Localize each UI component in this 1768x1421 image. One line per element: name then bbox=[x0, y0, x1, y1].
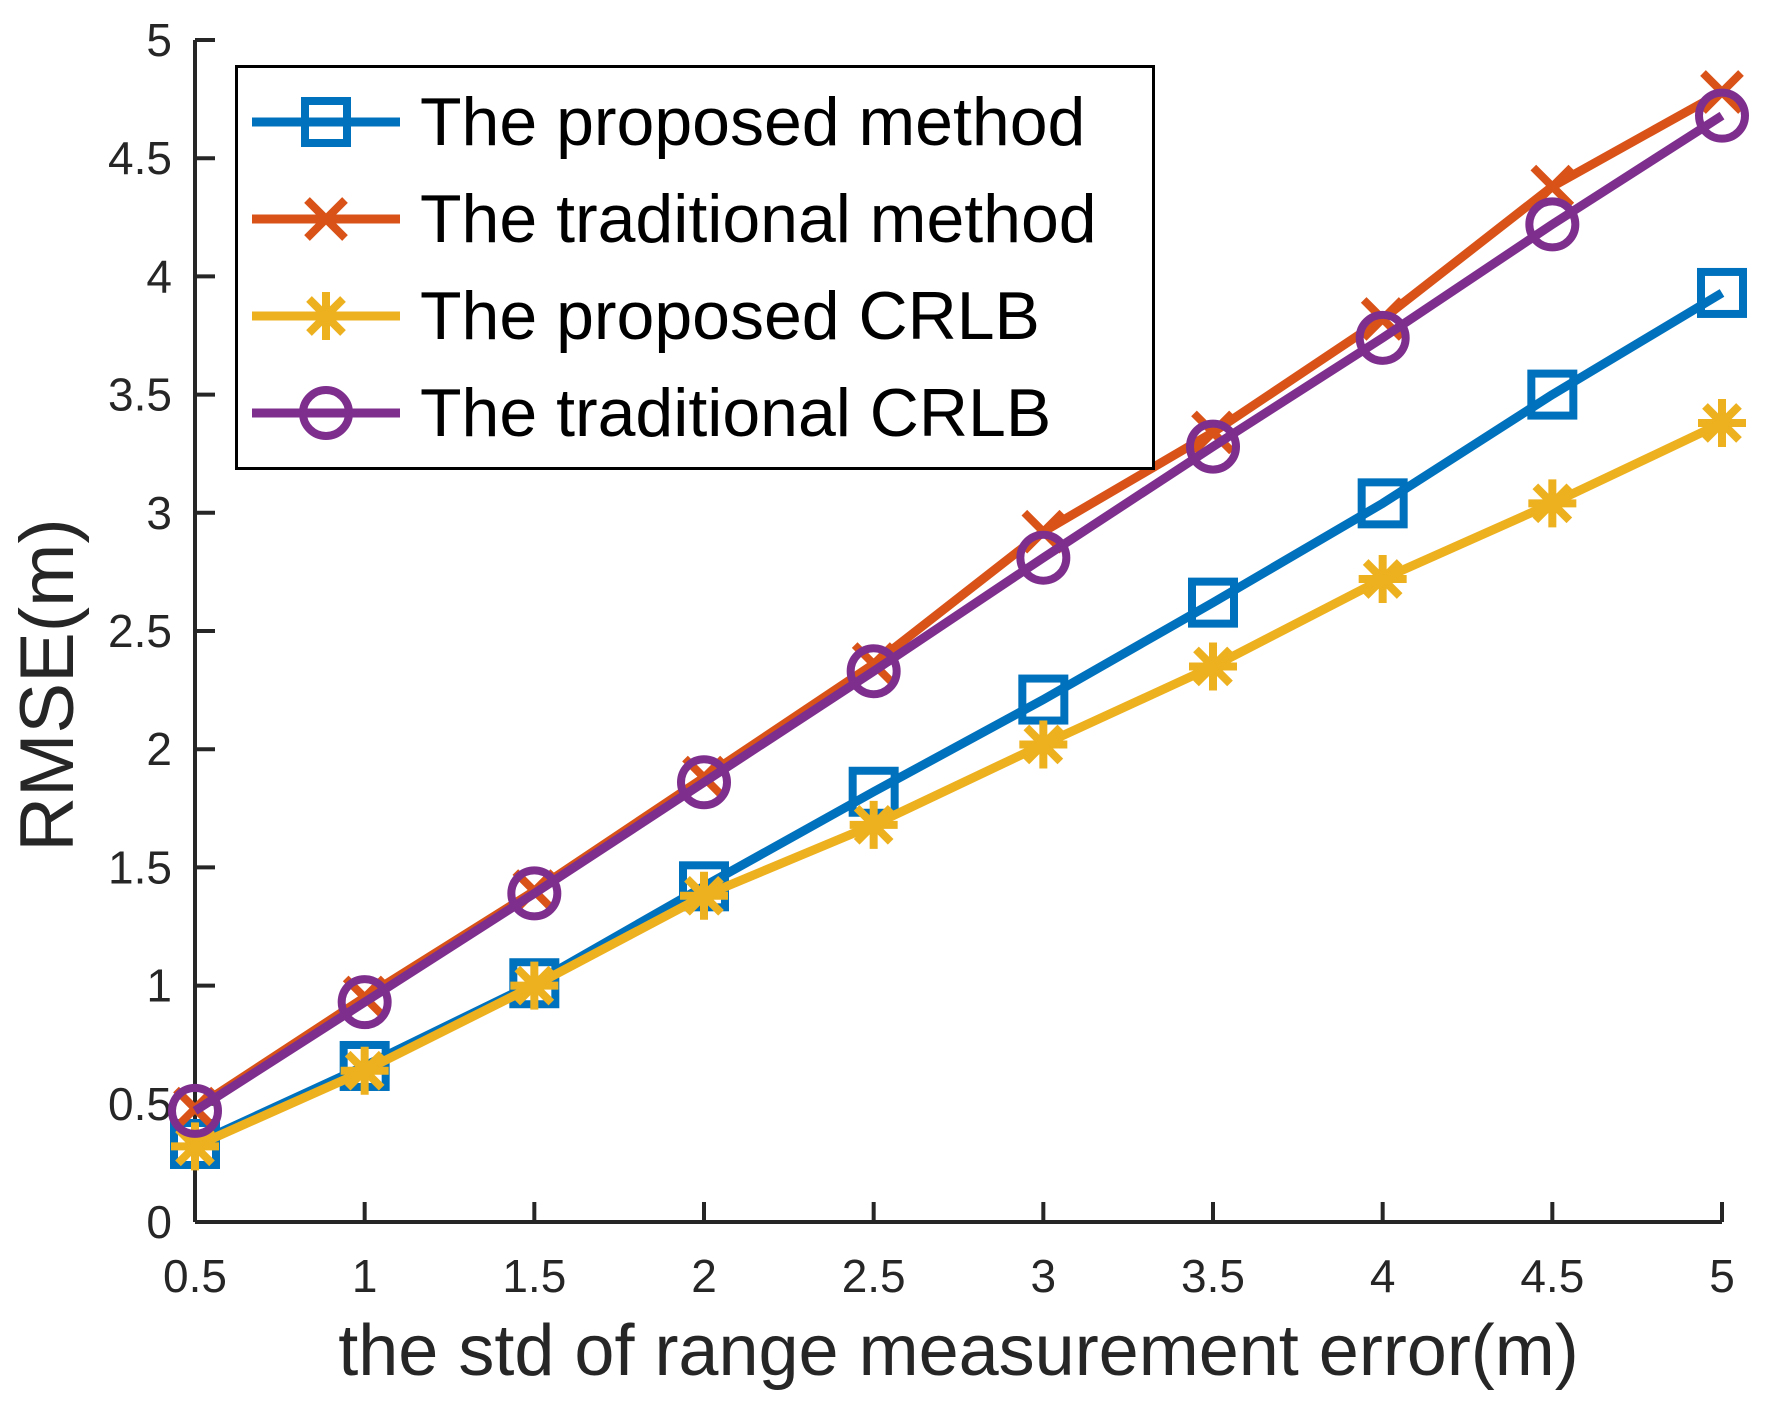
legend-label: The traditional CRLB bbox=[420, 374, 1052, 451]
asterisk-marker bbox=[680, 871, 728, 920]
x-tick-label: 5 bbox=[1709, 1250, 1735, 1302]
asterisk-marker bbox=[171, 1122, 219, 1171]
x-tick-label: 1 bbox=[352, 1250, 378, 1302]
x-tick-label: 4 bbox=[1370, 1250, 1396, 1302]
x-axis-label: the std of range measurement error(m) bbox=[338, 1311, 1579, 1391]
x-marker bbox=[304, 197, 348, 241]
asterisk-marker bbox=[1698, 398, 1746, 447]
circle-marker bbox=[1186, 419, 1240, 474]
x-tick-label: 3.5 bbox=[1181, 1250, 1245, 1302]
series-line-3 bbox=[192, 111, 1725, 1115]
circle-marker bbox=[1016, 530, 1071, 585]
legend-label: The traditional method bbox=[420, 181, 1097, 258]
circle-marker bbox=[677, 755, 731, 810]
legend-label: The proposed method bbox=[420, 84, 1086, 161]
circle-marker bbox=[846, 644, 901, 699]
asterisk-marker bbox=[510, 961, 559, 1010]
square-marker bbox=[1697, 267, 1747, 318]
legend-label: The proposed CRLB bbox=[420, 277, 1040, 354]
legend-item-2: The proposed CRLB bbox=[246, 270, 1152, 362]
x-tick-label: 4.5 bbox=[1520, 1250, 1584, 1302]
y-tick-label: 3 bbox=[146, 487, 172, 539]
x-tick-label: 2.5 bbox=[842, 1250, 906, 1302]
y-tick-label: 4 bbox=[146, 250, 172, 302]
square-marker bbox=[1527, 369, 1578, 420]
asterisk-marker bbox=[340, 1046, 389, 1095]
y-axis-label: RMSE(m) bbox=[5, 518, 90, 852]
square-marker bbox=[301, 97, 351, 148]
asterisk-marker bbox=[1019, 720, 1068, 769]
y-tick-label: 3.5 bbox=[108, 369, 172, 421]
circle-marker bbox=[337, 975, 392, 1030]
y-tick-label: 2.5 bbox=[108, 605, 172, 657]
y-tick-label: 5 bbox=[146, 14, 172, 66]
x-tick-label: 1.5 bbox=[502, 1250, 566, 1302]
legend-line-sample bbox=[252, 97, 400, 148]
y-tick-label: 0 bbox=[146, 1196, 172, 1248]
legend-item-3: The traditional CRLB bbox=[246, 367, 1152, 459]
x-tick-label: 3 bbox=[1031, 1250, 1057, 1302]
circle-marker bbox=[1355, 310, 1410, 365]
legend-item-0: The proposed method bbox=[246, 76, 1152, 168]
circle-marker bbox=[299, 385, 353, 440]
x-tick-label: 0.5 bbox=[163, 1250, 227, 1302]
square-marker bbox=[1357, 478, 1408, 529]
asterisk-marker bbox=[302, 291, 350, 340]
asterisk-marker bbox=[1358, 554, 1407, 603]
circle-marker bbox=[507, 866, 562, 921]
circle-marker bbox=[168, 1083, 222, 1138]
y-tick-label: 1 bbox=[146, 960, 172, 1012]
legend-line-sample bbox=[252, 291, 400, 340]
x-marker bbox=[1191, 410, 1235, 455]
asterisk-marker bbox=[849, 800, 898, 849]
circle-marker bbox=[1525, 197, 1580, 252]
circle-marker bbox=[1695, 88, 1749, 143]
legend-item-1: The traditional method bbox=[246, 173, 1152, 265]
series-line-2 bbox=[193, 418, 1724, 1151]
y-tick-label: 1.5 bbox=[108, 841, 172, 893]
asterisk-marker bbox=[1189, 642, 1237, 691]
x-tick-label: 2 bbox=[691, 1250, 717, 1302]
legend-line-sample bbox=[252, 197, 400, 241]
square-marker bbox=[1188, 577, 1238, 628]
legend-line-sample bbox=[252, 385, 400, 440]
y-tick-label: 0.5 bbox=[108, 1078, 172, 1130]
y-tick-label: 2 bbox=[146, 723, 172, 775]
y-tick-label: 4.5 bbox=[108, 132, 172, 184]
asterisk-marker bbox=[1528, 479, 1577, 528]
x-marker bbox=[1530, 164, 1575, 209]
legend: The proposed method The traditional metho… bbox=[235, 65, 1155, 470]
